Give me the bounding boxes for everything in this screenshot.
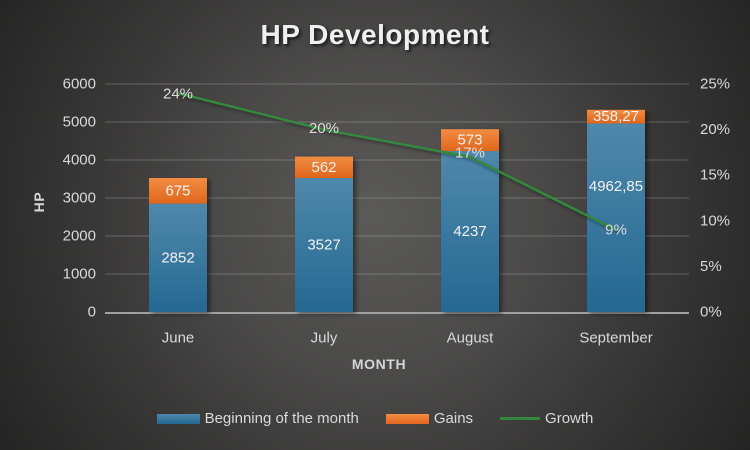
growth-label-july: 20% bbox=[309, 120, 339, 137]
axis-tick-labels: 0 1000 2000 3000 4000 5000 6000 0% 5% 10% 15% 20% 25… bbox=[63, 76, 730, 347]
data-labels: 2852 675 3527 562 4237 573 4962,85 358,27 24% 20%… bbox=[161, 86, 643, 267]
bar-value-label-july: 3527 bbox=[307, 236, 340, 253]
bar-value-label-august: 4237 bbox=[453, 223, 486, 240]
legend-item-growth[interactable]: Growth bbox=[500, 410, 593, 427]
x-axis-title: MONTH bbox=[352, 356, 406, 372]
gains-value-label-june: 675 bbox=[165, 182, 190, 199]
y-tick-label-right: 20% bbox=[700, 121, 730, 138]
legend-swatch-growth-line bbox=[500, 417, 541, 420]
legend-swatch-orange-bar bbox=[385, 413, 429, 424]
bar-value-label-june: 2852 bbox=[161, 249, 194, 266]
legend-item-beginning-of-month[interactable]: Beginning of the month bbox=[156, 410, 359, 427]
legend-item-gains[interactable]: Gains bbox=[385, 410, 474, 427]
legend-label-beginning-of-month: Beginning of the month bbox=[204, 410, 359, 427]
bar-segment-gains-june[interactable] bbox=[149, 177, 207, 204]
bar-segment-beginning-of-the-month-june[interactable] bbox=[149, 203, 207, 312]
legend-label-gains: Gains bbox=[433, 410, 474, 427]
y-tick-label-left: 4000 bbox=[63, 152, 96, 169]
growth-line-series bbox=[177, 91, 617, 232]
bar-segment-beginning-of-the-month-september[interactable] bbox=[587, 123, 645, 312]
x-category-label-july: July bbox=[311, 330, 338, 347]
bar-segment-gains-august[interactable] bbox=[441, 129, 499, 151]
x-category-label-august: August bbox=[447, 330, 495, 347]
y-tick-label-left: 0 bbox=[88, 304, 96, 321]
growth-label-june: 24% bbox=[163, 86, 193, 103]
legend-label-growth: Growth bbox=[545, 410, 594, 427]
y-tick-label-right: 15% bbox=[700, 167, 730, 184]
y-tick-label-left: 6000 bbox=[63, 76, 96, 93]
legend-swatch-blue-bar bbox=[156, 413, 200, 424]
bar-segment-beginning-of-the-month-july[interactable] bbox=[295, 177, 353, 312]
bar-july bbox=[295, 156, 353, 312]
bar-june bbox=[149, 177, 207, 312]
bar-august bbox=[441, 129, 499, 312]
gains-value-label-august: 573 bbox=[457, 132, 482, 149]
gains-value-label-september: 358,27 bbox=[593, 108, 639, 125]
y-tick-label-left: 5000 bbox=[63, 114, 96, 131]
growth-label-august: 17% bbox=[455, 144, 485, 161]
y-tick-label-right: 0% bbox=[700, 304, 722, 321]
x-category-label-september: September bbox=[579, 330, 652, 347]
legend: Beginning of the month Gains Growth bbox=[0, 410, 750, 427]
bar-september bbox=[587, 109, 645, 312]
y-tick-label-right: 25% bbox=[700, 76, 730, 93]
bar-segment-gains-september[interactable] bbox=[587, 109, 645, 124]
growth-label-september: 9% bbox=[605, 221, 627, 238]
x-category-label-june: June bbox=[162, 330, 195, 347]
bar-segment-gains-july[interactable] bbox=[295, 156, 353, 178]
y-tick-label-left: 2000 bbox=[63, 228, 96, 245]
gains-value-label-july: 562 bbox=[311, 159, 336, 176]
y-tick-label-right: 10% bbox=[700, 212, 730, 229]
growth-line[interactable] bbox=[177, 91, 617, 232]
bar-series bbox=[149, 109, 645, 312]
y-axis-title: HP bbox=[31, 192, 47, 213]
y-tick-label-right: 5% bbox=[700, 258, 722, 275]
y-tick-label-left: 3000 bbox=[63, 190, 96, 207]
chart-title: HP Development bbox=[260, 19, 490, 50]
bar-segment-beginning-of-the-month-august[interactable] bbox=[441, 150, 499, 312]
bar-value-label-september: 4962,85 bbox=[589, 178, 643, 195]
y-tick-label-left: 1000 bbox=[63, 266, 96, 283]
